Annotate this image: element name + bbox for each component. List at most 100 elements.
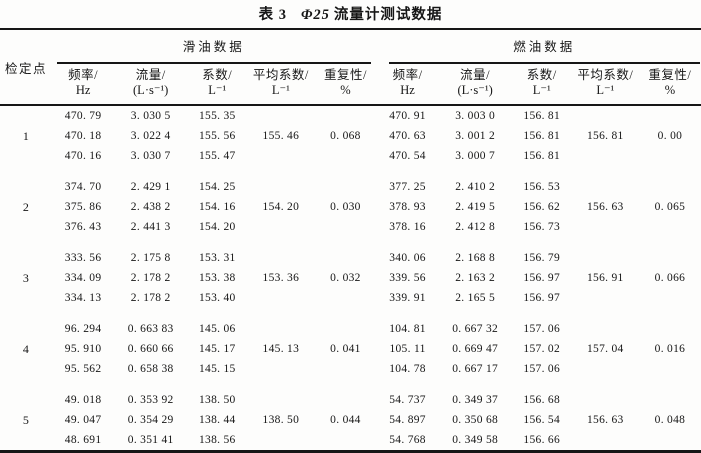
table-title: 表 3 Φ25 流量计测试数据 xyxy=(0,2,701,28)
coef-cell: 156. 81 xyxy=(523,129,561,142)
model-label: Φ25 xyxy=(300,7,330,23)
repeatability-cell: 0. 00 xyxy=(657,129,683,142)
table-row: 5 49. 018 0. 353 92 138. 50 138. 50 0. 044 54.… xyxy=(0,390,701,426)
group-header-fuel-oil: 燃油数据 xyxy=(377,29,701,64)
flow-cell: 0. 667 17 xyxy=(452,362,499,375)
avg-coef-cell: 153. 36 xyxy=(262,271,300,284)
freq-cell: 105. 11 xyxy=(389,342,426,355)
group-gap xyxy=(0,379,701,390)
title-text: 流量计测试数据 xyxy=(333,7,443,23)
flow-cell: 3. 001 2 xyxy=(455,129,496,142)
col-header-avg-coefficient: 平均系数/L⁻¹ xyxy=(247,64,315,106)
coef-cell: 156. 54 xyxy=(523,413,561,426)
coef-cell: 145. 15 xyxy=(198,362,236,375)
coef-cell: 157. 06 xyxy=(523,322,561,335)
flow-cell: 0. 663 83 xyxy=(127,322,174,335)
freq-cell: 339. 91 xyxy=(389,291,426,304)
freq-cell: 375. 86 xyxy=(64,200,102,213)
coef-cell: 155. 56 xyxy=(198,129,236,142)
freq-cell: 333. 56 xyxy=(64,251,102,264)
repeatability-cell: 0. 048 xyxy=(654,413,686,426)
avg-coef-cell: 155. 46 xyxy=(262,129,300,142)
coef-cell: 156. 66 xyxy=(523,433,561,446)
flow-cell: 2. 410 2 xyxy=(455,180,496,193)
repeatability-cell: 0. 044 xyxy=(330,413,361,426)
flow-cell: 2. 175 8 xyxy=(130,251,171,264)
coef-cell: 156. 79 xyxy=(523,251,561,264)
freq-cell: 470. 79 xyxy=(64,109,102,122)
avg-coef-cell: 156. 63 xyxy=(587,413,624,426)
freq-cell: 377. 25 xyxy=(389,180,426,193)
flow-cell: 0. 353 92 xyxy=(127,393,174,406)
coef-cell: 153. 38 xyxy=(198,271,236,284)
flow-cell: 0. 669 47 xyxy=(452,342,499,355)
freq-cell: 378. 16 xyxy=(389,220,426,233)
group-header-lube-oil-label: 滑油数据 xyxy=(57,36,371,64)
freq-cell: 334. 09 xyxy=(64,271,102,284)
table-row: 2 374. 70 2. 429 1 154. 25 154. 20 0. 030 377.… xyxy=(0,177,701,214)
table-row: 95. 562 0. 658 38 145. 15 104. 78 0. 667 17 1… xyxy=(0,359,701,379)
repeatability-cell: 0. 030 xyxy=(330,200,361,213)
point-group: 5 49. 018 0. 353 92 138. 50 138. 50 0. 044 54.… xyxy=(0,379,701,452)
freq-cell: 49. 018 xyxy=(64,393,102,406)
freq-cell: 378. 93 xyxy=(389,200,426,213)
avg-coef-cell: 156. 91 xyxy=(587,271,624,284)
repeatability-cell: 0. 065 xyxy=(654,200,686,213)
group-gap xyxy=(0,308,701,319)
table-row: 1 470. 79 3. 030 5 155. 35 155. 46 0. 068 470.… xyxy=(0,105,701,143)
freq-cell: 104. 81 xyxy=(389,322,426,335)
coef-cell: 155. 47 xyxy=(198,149,236,162)
flow-cell: 2. 163 2 xyxy=(455,271,496,284)
point-group: 3 333. 56 2. 175 8 153. 31 153. 36 0. 032 340.… xyxy=(0,237,701,308)
point-group: 2 374. 70 2. 429 1 154. 25 154. 20 0. 030 377.… xyxy=(0,166,701,237)
flow-cell: 2. 429 1 xyxy=(130,180,171,193)
table-row: 375. 86 2. 438 2 154. 16 378. 93 2. 419 5 156… xyxy=(0,197,701,217)
flow-cell: 2. 178 2 xyxy=(130,291,171,304)
repeatability-cell: 0. 041 xyxy=(330,342,361,355)
col-header-frequency: 频率/Hz xyxy=(376,64,439,106)
freq-cell: 470. 16 xyxy=(64,149,102,162)
freq-cell: 470. 91 xyxy=(389,109,426,122)
freq-cell: 470. 63 xyxy=(389,129,426,142)
table-row: 49. 047 0. 354 29 138. 44 54. 897 0. 350 68 1… xyxy=(0,410,701,430)
flow-meter-test-table: 检定点 滑油数据 燃油数据 频率/Hz 流量/(L·s⁻¹) 系数/L⁻¹ xyxy=(0,28,701,453)
freq-cell: 95. 910 xyxy=(64,342,102,355)
col-header-point: 检定点 xyxy=(0,29,53,106)
point-cell: 1 xyxy=(22,128,30,143)
point-group: 4 96. 294 0. 663 83 145. 06 145. 13 0. 041 104… xyxy=(0,308,701,379)
freq-cell: 470. 54 xyxy=(389,149,426,162)
col-header-repeatability: 重复性/% xyxy=(638,64,701,106)
coef-cell: 153. 40 xyxy=(198,291,236,304)
col-header-flow: 流量/(L·s⁻¹) xyxy=(438,64,512,106)
flow-cell: 0. 658 38 xyxy=(127,362,174,375)
coef-cell: 157. 02 xyxy=(523,342,561,355)
coef-cell: 156. 73 xyxy=(523,220,561,233)
coef-cell: 138. 44 xyxy=(198,413,236,426)
table-row: 470. 18 3. 022 4 155. 56 470. 63 3. 001 2 156… xyxy=(0,126,701,146)
table-row: 4 96. 294 0. 663 83 145. 06 145. 13 0. 041 104… xyxy=(0,319,701,356)
flow-cell: 3. 003 0 xyxy=(455,109,496,122)
table-header: 检定点 滑油数据 燃油数据 频率/Hz 流量/(L·s⁻¹) 系数/L⁻¹ xyxy=(0,29,701,106)
coef-cell: 154. 25 xyxy=(198,180,236,193)
coef-cell: 145. 06 xyxy=(198,322,236,335)
flow-cell: 3. 000 7 xyxy=(455,149,496,162)
table-row: 334. 13 2. 178 2 153. 40 339. 91 2. 165 5 156… xyxy=(0,288,701,308)
point-group: 1 470. 79 3. 030 5 155. 35 155. 46 0. 068 470.… xyxy=(0,105,701,166)
freq-cell: 104. 78 xyxy=(389,362,426,375)
group-header-row: 检定点 滑油数据 燃油数据 xyxy=(0,29,701,106)
coef-cell: 153. 31 xyxy=(198,251,236,264)
coef-cell: 156. 62 xyxy=(523,200,561,213)
freq-cell: 49. 047 xyxy=(64,413,102,426)
avg-coef-cell: 138. 50 xyxy=(262,413,300,426)
table-row: 48. 691 0. 351 41 138. 56 54. 768 0. 349 58 1… xyxy=(0,430,701,452)
flow-cell: 0. 660 66 xyxy=(127,342,174,355)
flow-cell: 2. 419 5 xyxy=(455,200,496,213)
group-gap xyxy=(0,166,701,177)
freq-cell: 54. 897 xyxy=(389,413,426,426)
avg-coef-cell: 156. 63 xyxy=(587,200,624,213)
freq-cell: 54. 768 xyxy=(389,433,426,446)
coef-cell: 156. 97 xyxy=(523,291,561,304)
avg-coef-cell: 157. 04 xyxy=(587,342,624,355)
point-cell: 2 xyxy=(22,199,30,214)
